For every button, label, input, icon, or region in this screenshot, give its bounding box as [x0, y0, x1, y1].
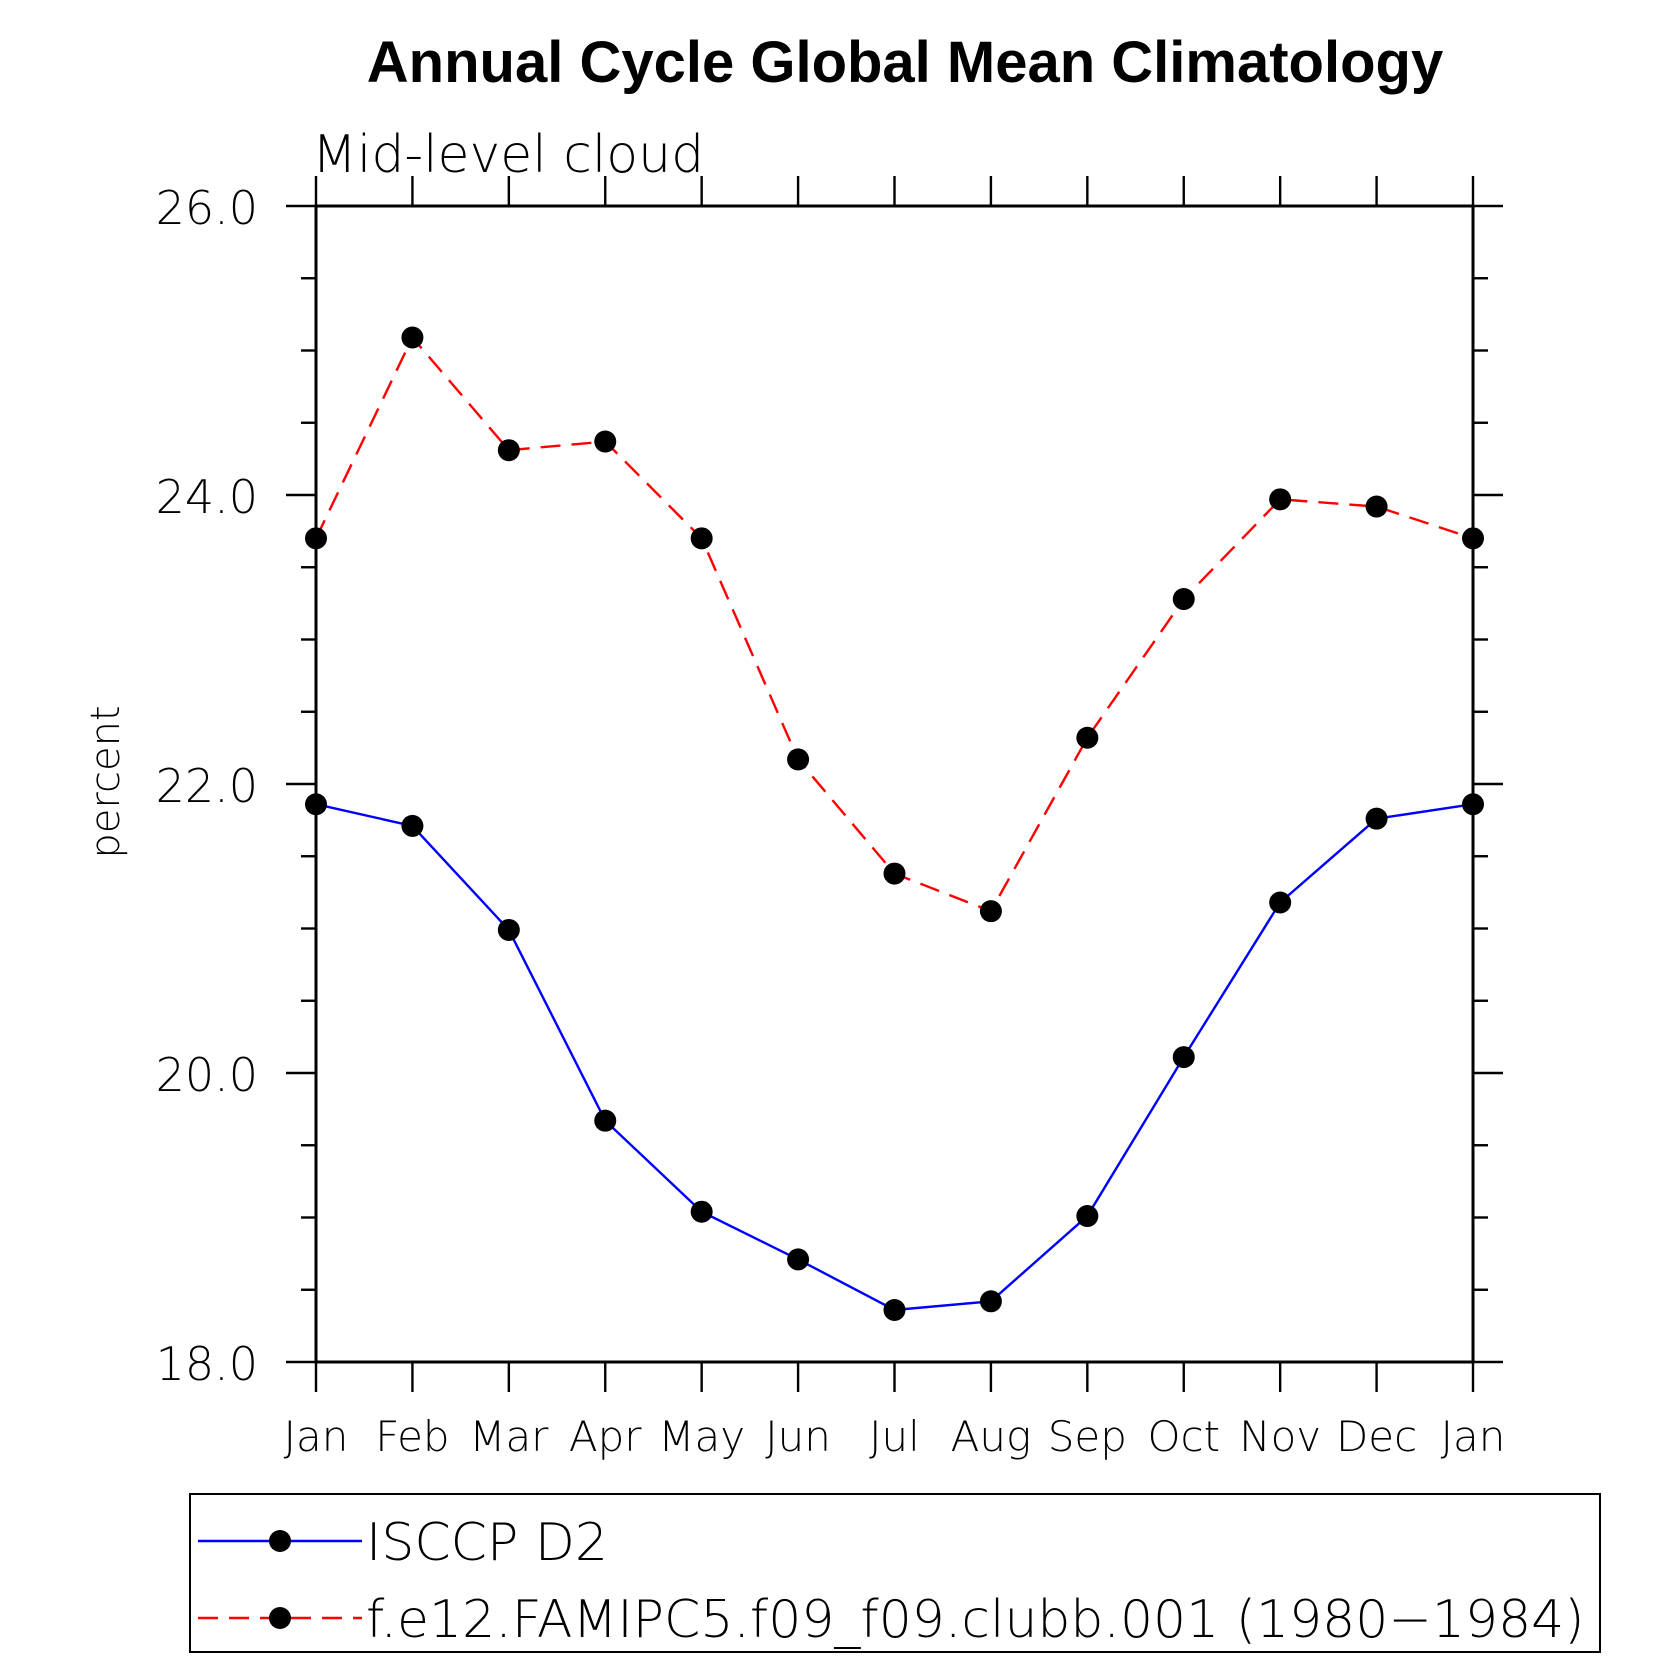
series-1-point	[787, 1248, 810, 1271]
y-tick-label: 20.0	[156, 1048, 258, 1102]
series-2-point	[594, 430, 617, 453]
series-1-point	[979, 1290, 1002, 1313]
x-tick-label: Jun	[765, 1412, 831, 1461]
y-tick-label: 18.0	[156, 1337, 258, 1391]
series-2-point	[1269, 488, 1292, 511]
legend-label-2: f.e12.FAMIPC5.f09_f09.clubb.001 (1980−19…	[366, 1590, 1585, 1650]
series-1-point	[690, 1200, 713, 1223]
series-1-point	[1365, 807, 1388, 830]
plot-frame	[314, 204, 1475, 1364]
x-tick-label: Apr	[569, 1412, 642, 1461]
legend-marker-2	[269, 1607, 291, 1629]
x-tick-label: Jan	[284, 1412, 349, 1461]
x-tick-label: Jul	[869, 1412, 920, 1461]
series-1-point	[1269, 891, 1292, 914]
axis-ticks	[286, 176, 1503, 1392]
x-tick-label: Feb	[375, 1412, 449, 1461]
legend-box	[189, 1493, 1601, 1653]
series-2-point	[1365, 495, 1388, 518]
x-tick-labels: Jan Feb Mar Apr May Jun Jul Aug Sep Oct Nov Dec Jan	[284, 1412, 1506, 1461]
series-2-point	[979, 900, 1002, 923]
y-tick-label: 24.0	[156, 470, 258, 524]
x-tick-label: Mar	[469, 1412, 549, 1461]
series-1-point	[594, 1109, 617, 1132]
y-tick-labels: 18.0 20.0 22.0 24.0 26.0	[156, 181, 258, 1391]
series-1-point	[401, 814, 424, 837]
legend-marker-1	[269, 1530, 291, 1552]
series-1-point	[883, 1298, 906, 1321]
series-2-point	[1172, 588, 1195, 611]
series-1-point	[1172, 1046, 1195, 1069]
data-series	[305, 326, 1484, 1321]
series-1-point	[1076, 1205, 1099, 1228]
series-2-point	[1076, 726, 1099, 749]
x-tick-label: Dec	[1336, 1412, 1417, 1461]
x-tick-label: Aug	[951, 1412, 1032, 1461]
series-2-point	[690, 527, 713, 550]
x-tick-label: Jan	[1441, 1412, 1506, 1461]
x-tick-label: Sep	[1048, 1412, 1127, 1461]
series-2-point	[497, 439, 520, 462]
series-1-point	[497, 918, 520, 941]
legend: ISCCP D2 f.e12.FAMIPC5.f09_f09.clubb.001 …	[189, 1493, 1601, 1653]
series-2-point	[787, 748, 810, 771]
legend-label-1: ISCCP D2	[366, 1513, 608, 1573]
x-tick-label: Oct	[1147, 1412, 1220, 1461]
y-axis-label: percent	[83, 705, 129, 858]
series-2-point	[401, 326, 424, 349]
x-tick-label: May	[658, 1412, 745, 1461]
y-tick-label: 22.0	[156, 759, 258, 813]
chart-subtitle: Mid-level cloud	[312, 125, 704, 185]
series-line-2	[314, 335, 1474, 913]
chart-title: Annual Cycle Global Mean Climatology	[367, 30, 1443, 95]
x-tick-label: Nov	[1239, 1412, 1321, 1461]
series-2-point	[883, 862, 906, 885]
y-tick-label: 26.0	[156, 181, 258, 235]
